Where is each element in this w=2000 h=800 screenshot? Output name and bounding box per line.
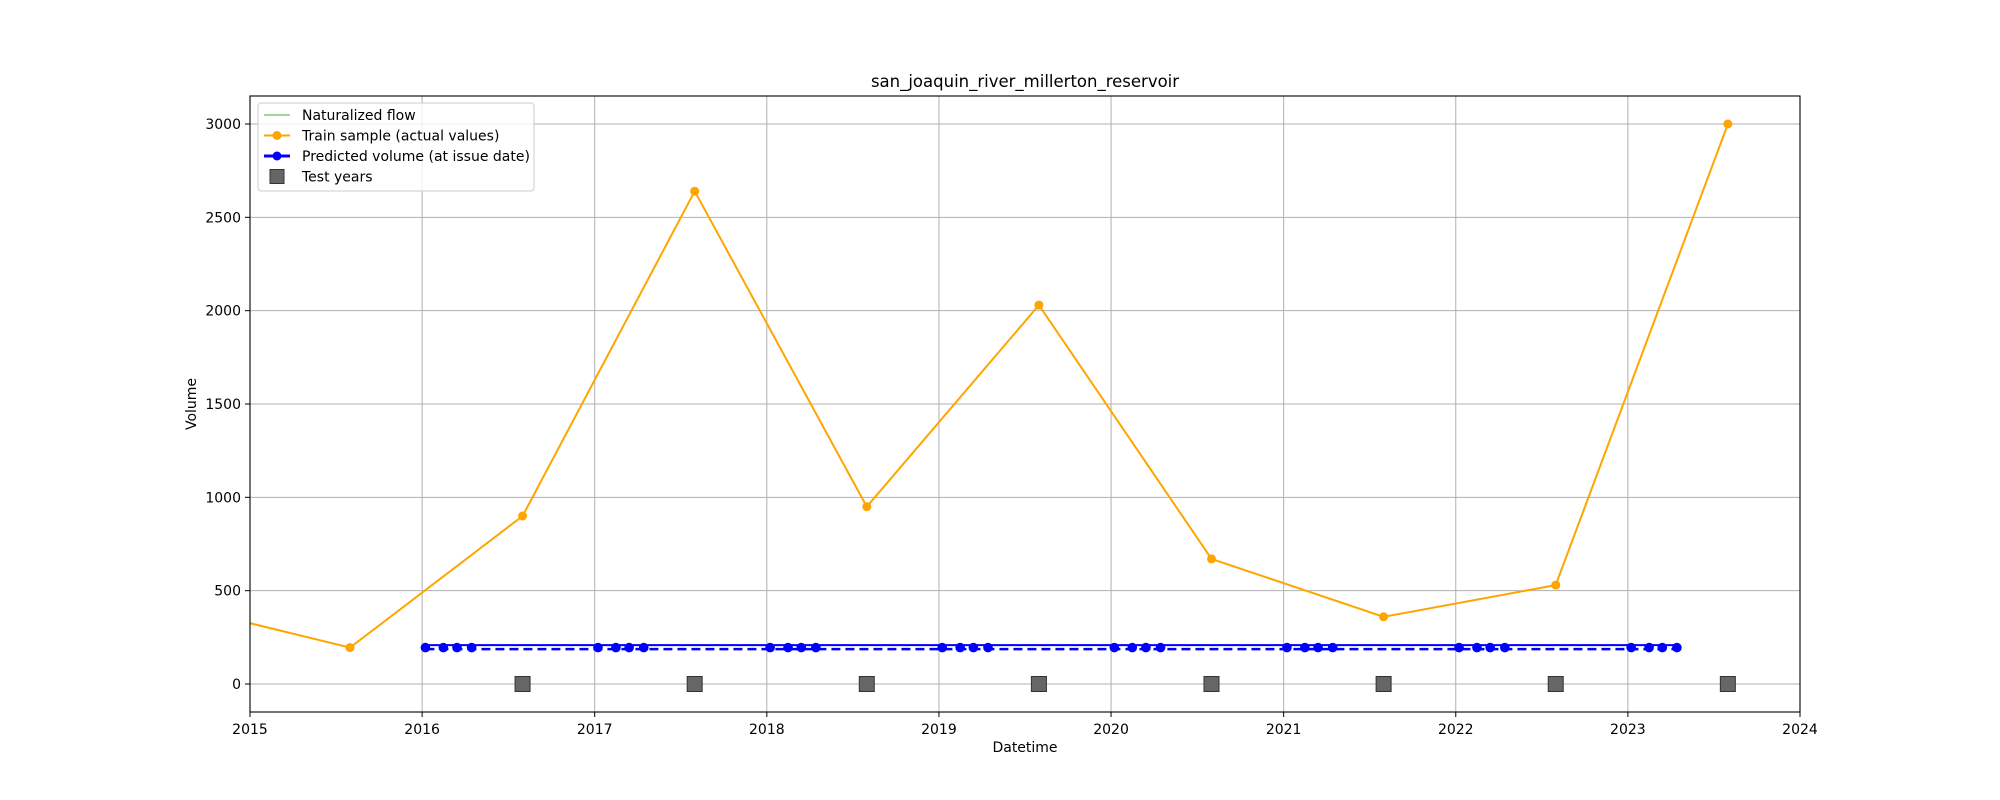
predicted-volume-point <box>783 642 793 653</box>
train-sample-point <box>862 502 872 512</box>
train-sample-point <box>1034 300 1044 310</box>
test-year-marker <box>1719 676 1736 692</box>
predicted-volume-point <box>765 642 775 653</box>
train-sample-point <box>690 186 700 196</box>
predicted-volume-point <box>624 642 634 653</box>
x-tick-label: 2021 <box>1266 722 1302 738</box>
predicted-volume-point <box>1155 642 1166 653</box>
x-tick-label: 2018 <box>749 722 785 738</box>
y-tick-label: 1500 <box>205 397 241 413</box>
test-year-marker <box>514 676 531 692</box>
test-year-marker <box>1030 676 1047 692</box>
legend-marker <box>269 169 285 184</box>
train-sample-line <box>250 123 1729 649</box>
predicted-volume-point <box>452 642 462 653</box>
predicted-volume-point <box>438 642 449 653</box>
test-year-marker <box>1547 676 1564 692</box>
test-year-marker <box>858 676 875 692</box>
predicted-volume-point <box>1657 642 1668 653</box>
predicted-volume-point <box>1127 642 1138 653</box>
legend-label: Naturalized flow <box>302 108 416 124</box>
legend-entry: Predicted volume (at issue date) <box>264 149 530 165</box>
x-tick-label: 2019 <box>921 722 957 738</box>
y-tick-label: 2500 <box>205 210 241 226</box>
legend-marker <box>272 131 282 140</box>
predicted-volume-point <box>1141 642 1151 653</box>
test-year-marker <box>1203 676 1220 692</box>
predicted-volume-point <box>796 642 807 653</box>
train-sample-point <box>345 643 355 653</box>
predicted-volume-point <box>1500 642 1510 653</box>
predicted-volume-point <box>1485 642 1495 653</box>
x-tick-label: 2020 <box>1093 722 1129 738</box>
train-sample-point <box>1206 554 1216 564</box>
predicted-volume-point <box>1472 642 1482 653</box>
legend: Naturalized flow Train sample (actual val… <box>257 102 535 192</box>
plot-area <box>250 119 1736 692</box>
x-tick-label: 2023 <box>1610 722 1646 738</box>
predicted-volume-point <box>955 642 965 653</box>
x-tick-label: 2015 <box>232 722 268 738</box>
predicted-volume-point <box>1644 642 1654 653</box>
legend-box <box>257 102 535 192</box>
y-tick-label: 500 <box>214 584 241 600</box>
predicted-volume-point <box>983 642 993 653</box>
predicted-volume-point <box>1626 642 1636 653</box>
y-tick-label: 3000 <box>205 117 241 133</box>
predicted-volume-point <box>593 642 603 653</box>
y-tick-label: 1000 <box>205 490 241 506</box>
predicted-volume-point <box>968 642 979 653</box>
predicted-volume-point <box>1109 642 1120 653</box>
predicted-volume-point <box>1282 642 1292 653</box>
predicted-volume-point <box>611 642 621 653</box>
legend-entry: Naturalized flow <box>264 108 416 124</box>
x-axis-label: Datetime <box>992 740 1057 756</box>
predicted-volume-point <box>811 642 821 653</box>
predicted-volume-point <box>638 642 649 653</box>
legend-entry: Test years <box>269 169 373 186</box>
x-axis: 2015 2016 2017 2018 2019 2020 2021 2022 2023 2024 <box>232 712 1818 738</box>
y-axis-label: Volume <box>184 378 200 430</box>
train-sample-point <box>518 511 528 521</box>
legend-label: Predicted volume (at issue date) <box>302 149 530 165</box>
predicted-volume-point <box>1313 642 1323 653</box>
legend-entry: Train sample (actual values) <box>264 129 499 145</box>
x-tick-label: 2016 <box>404 722 440 738</box>
test-year-marker <box>1375 676 1392 692</box>
chart-title: san_joaquin_river_millerton_reservoir <box>871 72 1179 92</box>
predicted-volume-point <box>1300 642 1310 653</box>
legend-marker <box>272 151 282 161</box>
y-tick-label: 0 <box>232 677 241 693</box>
x-tick-label: 2017 <box>577 722 613 738</box>
predicted-volume-point <box>466 642 477 653</box>
predicted-volume-point <box>420 642 431 653</box>
x-tick-label: 2022 <box>1438 722 1474 738</box>
legend-label: Train sample (actual values) <box>301 129 499 145</box>
x-tick-label: 2024 <box>1782 722 1818 738</box>
test-year-marker <box>686 676 703 692</box>
legend-label: Test years <box>301 170 373 186</box>
train-sample-point <box>1379 612 1389 622</box>
predicted-volume-point <box>1672 642 1682 653</box>
predicted-volume-point <box>937 642 948 653</box>
train-sample-point <box>1723 119 1733 129</box>
y-tick-label: 2000 <box>205 304 241 320</box>
train-sample-point <box>1551 580 1561 590</box>
predicted-volume-point <box>1454 642 1464 653</box>
predicted-volume-point <box>1327 642 1338 653</box>
y-axis: 0 500 1000 1500 2000 2500 3000 <box>205 117 250 693</box>
